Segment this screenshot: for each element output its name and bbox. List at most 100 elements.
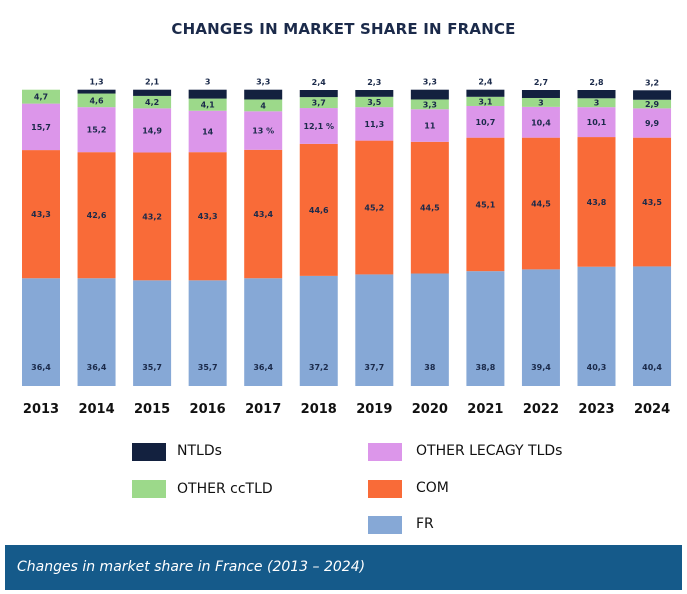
- bar-segment: [466, 96, 505, 106]
- x-tick-label: 2021: [467, 402, 503, 417]
- bar-segment: [410, 89, 449, 100]
- data-label: 15,7: [31, 123, 51, 132]
- bar-segment: [577, 107, 616, 138]
- data-label: 45,1: [476, 200, 496, 209]
- bar-segment: [299, 90, 338, 98]
- data-label: 4: [260, 101, 266, 110]
- x-tick-label: 2018: [301, 402, 337, 417]
- bar-segment: [188, 110, 227, 153]
- data-label: 11,3: [364, 120, 384, 129]
- bar-segment: [466, 137, 505, 272]
- data-label: 2,4: [478, 78, 493, 87]
- data-label: 2,3: [367, 78, 381, 87]
- bar-segment: [244, 89, 283, 100]
- legend-swatch-fr: [368, 516, 402, 534]
- bar-segment: [299, 97, 338, 109]
- bar-segment: [577, 90, 616, 99]
- bar-segment: [521, 137, 560, 270]
- bar-segment: [521, 106, 560, 138]
- data-label: 14: [202, 127, 214, 136]
- legend-swatch-ntlds: [132, 443, 166, 461]
- bar-segment: [133, 108, 172, 153]
- bar-segment: [355, 140, 394, 275]
- data-label: 44,5: [420, 204, 440, 213]
- data-label: 3: [205, 78, 211, 87]
- data-label: 3,3: [256, 78, 270, 87]
- data-label: 1,3: [89, 78, 103, 87]
- data-label: 2,8: [589, 78, 604, 87]
- data-label: 2,7: [534, 78, 548, 87]
- data-label: 42,6: [87, 211, 107, 220]
- data-label: 40,3: [587, 363, 607, 372]
- data-label: 45,2: [364, 204, 384, 213]
- data-label: 14,9: [142, 126, 162, 135]
- data-label: 43,5: [642, 198, 662, 207]
- bar-segment: [22, 89, 60, 104]
- x-tick-label: 2016: [190, 402, 226, 417]
- bar-segment: [133, 280, 172, 386]
- bar-segment: [244, 278, 283, 386]
- data-label: 39,4: [531, 363, 551, 372]
- x-tick-label: 2017: [245, 402, 281, 417]
- data-label: 38: [424, 363, 436, 372]
- bar-segment: [77, 93, 116, 108]
- bar-segment: [410, 99, 449, 110]
- bar-segment: [410, 273, 449, 386]
- bar-segment: [244, 149, 283, 279]
- bar-segment: [355, 274, 394, 386]
- bar-segment: [633, 137, 672, 267]
- x-tick-label: 2022: [523, 402, 559, 417]
- data-label: 43,4: [253, 210, 273, 219]
- data-label: 11: [424, 122, 436, 131]
- data-label: 44,5: [531, 200, 551, 209]
- bar-segment: [22, 278, 60, 386]
- legend-swatch-other-legacy-tlds: [368, 443, 402, 461]
- data-label: 10,4: [531, 118, 551, 127]
- bar-segment: [188, 280, 227, 386]
- x-tick-label: 2019: [356, 402, 392, 417]
- bar-segment: [133, 95, 172, 109]
- data-label: 3,5: [367, 98, 382, 107]
- bar-segment: [521, 97, 560, 107]
- bar-segment: [77, 107, 116, 153]
- bar-segment: [577, 98, 616, 108]
- bar-segment: [633, 108, 672, 138]
- data-label: 4,6: [89, 96, 104, 105]
- bar-segment: [633, 90, 672, 100]
- bar-segment: [22, 103, 60, 151]
- data-label: 3: [538, 98, 544, 107]
- bar-segment: [633, 99, 672, 109]
- data-label: 38,8: [476, 363, 496, 372]
- data-label: 2,9: [645, 100, 660, 109]
- bar-segment: [577, 137, 616, 267]
- bar-segment: [521, 90, 560, 98]
- bar-segment: [355, 107, 394, 141]
- chart-title: CHANGES IN MARKET SHARE IN FRANCE: [171, 20, 516, 38]
- bar-segment: [77, 152, 116, 279]
- data-label: 9,9: [645, 119, 660, 128]
- data-label: 4,1: [201, 101, 216, 110]
- bar-segment: [133, 152, 172, 281]
- bar-segment: [410, 141, 449, 274]
- bar-segment: [22, 150, 60, 279]
- data-label: 2,4: [312, 78, 327, 87]
- legend-label-fr: FR: [416, 516, 434, 532]
- bar-segment: [521, 269, 560, 386]
- data-label: 3: [594, 99, 600, 108]
- bar-segment: [244, 99, 283, 112]
- data-label: 2,1: [145, 78, 160, 87]
- data-label: 35,7: [142, 363, 162, 372]
- bar-segment: [410, 109, 449, 142]
- bar-segment: [355, 90, 394, 97]
- data-label: 10,1: [587, 118, 607, 127]
- bar-segment: [299, 143, 338, 276]
- data-label: 13 %: [252, 127, 274, 136]
- bar-segment: [299, 108, 338, 144]
- data-label: 35,7: [198, 363, 218, 372]
- legend-swatch-other-cctld: [132, 480, 166, 498]
- legend-label-other-cctld: OTHER ccTLD: [177, 481, 273, 497]
- bar-segment: [77, 278, 116, 386]
- bar-segment: [633, 266, 672, 386]
- data-label: 43,3: [31, 210, 51, 219]
- bar-segment: [466, 89, 505, 97]
